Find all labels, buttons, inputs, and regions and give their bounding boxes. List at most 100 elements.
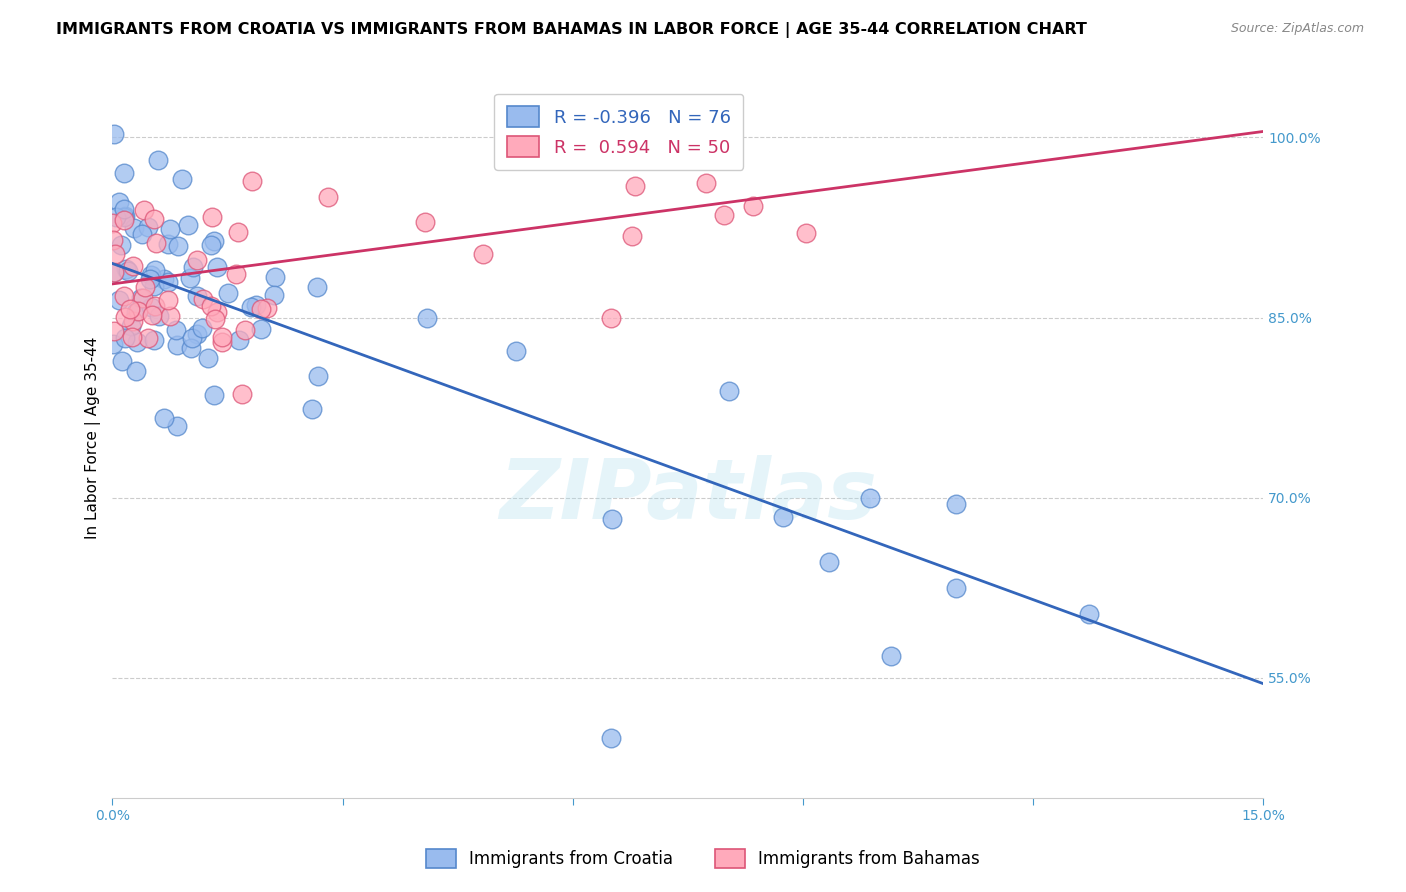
Point <box>101 216 124 230</box>
Point <box>112 210 135 224</box>
Point <box>120 318 142 333</box>
Point <box>621 229 644 244</box>
Point <box>228 333 250 347</box>
Point <box>156 236 179 251</box>
Point <box>186 289 208 303</box>
Point <box>177 219 200 233</box>
Point <box>181 331 204 345</box>
Point <box>153 272 176 286</box>
Point <box>818 555 841 569</box>
Point <box>157 293 180 308</box>
Point <box>101 336 124 351</box>
Text: IMMIGRANTS FROM CROATIA VS IMMIGRANTS FROM BAHAMAS IN LABOR FORCE | AGE 35-44 CO: IMMIGRANTS FROM CROATIA VS IMMIGRANTS FR… <box>56 22 1087 38</box>
Point <box>165 323 187 337</box>
Point <box>122 260 145 274</box>
Point <box>112 289 135 303</box>
Point <box>166 418 188 433</box>
Legend: Immigrants from Croatia, Immigrants from Bahamas: Immigrants from Croatia, Immigrants from… <box>419 842 987 875</box>
Point <box>945 581 967 595</box>
Point <box>127 304 149 318</box>
Point <box>307 280 329 294</box>
Point <box>713 208 735 222</box>
Point <box>141 308 163 322</box>
Point <box>114 202 136 216</box>
Point <box>197 351 219 366</box>
Point <box>143 299 166 313</box>
Point <box>159 309 181 323</box>
Point <box>124 364 146 378</box>
Point <box>249 301 271 316</box>
Point <box>179 271 201 285</box>
Point <box>666 141 689 155</box>
Point <box>104 210 127 224</box>
Legend: R = -0.396   N = 76, R =  0.594   N = 50: R = -0.396 N = 76, R = 0.594 N = 50 <box>494 94 744 169</box>
Point <box>180 341 202 355</box>
Point <box>159 221 181 235</box>
Point <box>264 270 287 285</box>
Point <box>205 260 228 274</box>
Point <box>211 334 233 349</box>
Point <box>239 300 262 314</box>
Point <box>582 145 605 159</box>
Point <box>186 326 208 341</box>
Point <box>228 225 250 239</box>
Point <box>101 233 124 247</box>
Point <box>143 263 166 277</box>
Point <box>859 491 882 505</box>
Point <box>157 275 180 289</box>
Point <box>231 386 253 401</box>
Point <box>193 292 215 306</box>
Point <box>170 172 193 186</box>
Point <box>245 298 267 312</box>
Point <box>600 731 623 745</box>
Y-axis label: In Labor Force | Age 35-44: In Labor Force | Age 35-44 <box>86 336 101 539</box>
Point <box>301 402 323 417</box>
Point <box>233 322 256 336</box>
Point <box>134 202 156 217</box>
Point <box>200 299 222 313</box>
Point <box>103 264 125 278</box>
Point <box>103 127 125 141</box>
Point <box>794 226 817 240</box>
Point <box>200 210 222 224</box>
Point <box>114 310 136 325</box>
Point <box>112 213 135 227</box>
Point <box>879 648 901 663</box>
Point <box>167 239 190 253</box>
Point <box>718 384 741 398</box>
Point <box>181 260 204 274</box>
Point <box>112 166 135 180</box>
Point <box>415 310 437 325</box>
Point <box>250 322 273 336</box>
Point <box>110 238 132 252</box>
Point <box>240 174 263 188</box>
Point <box>202 387 225 401</box>
Point <box>225 267 247 281</box>
Point <box>205 305 228 319</box>
Point <box>148 153 170 167</box>
Point <box>122 221 145 235</box>
Point <box>141 300 163 314</box>
Point <box>600 310 623 325</box>
Point <box>471 247 494 261</box>
Point <box>103 265 125 279</box>
Point <box>145 236 167 251</box>
Point <box>118 301 141 316</box>
Point <box>1078 607 1101 621</box>
Point <box>139 268 162 282</box>
Point <box>117 264 139 278</box>
Point <box>125 334 148 349</box>
Point <box>142 333 165 347</box>
Point <box>624 178 647 193</box>
Point <box>132 291 155 305</box>
Point <box>103 324 125 338</box>
Point <box>217 285 239 300</box>
Point <box>104 247 127 261</box>
Point <box>413 214 436 228</box>
Point <box>166 337 188 351</box>
Point <box>256 301 278 315</box>
Text: Source: ZipAtlas.com: Source: ZipAtlas.com <box>1230 22 1364 36</box>
Point <box>316 190 339 204</box>
Point <box>111 354 134 368</box>
Point <box>695 176 717 190</box>
